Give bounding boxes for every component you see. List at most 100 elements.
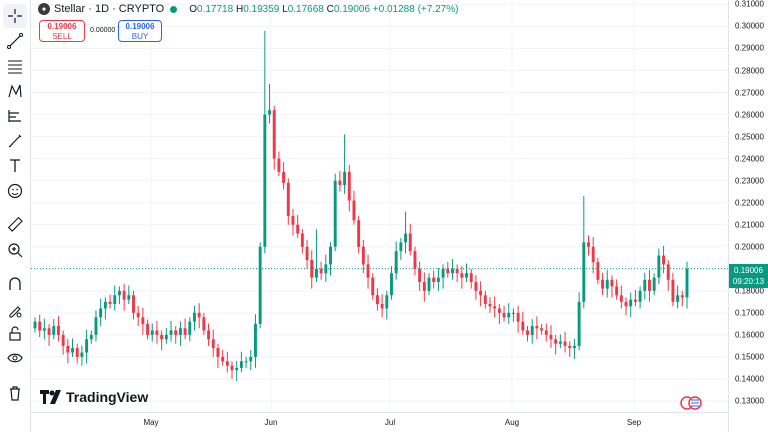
candle-body <box>244 361 248 363</box>
price-tick: 0.26000 <box>735 110 764 120</box>
candle-body <box>615 286 619 296</box>
fib-retracement-icon[interactable] <box>3 54 27 78</box>
candle-body <box>465 273 468 278</box>
price-tick: 0.23000 <box>735 176 764 186</box>
price-tick: 0.30000 <box>735 21 764 31</box>
candle-body <box>66 345 70 353</box>
candle-body <box>169 330 173 335</box>
candle-body <box>38 321 42 331</box>
candle-body <box>554 339 558 344</box>
price-tick: 0.28000 <box>735 66 764 75</box>
candle-body <box>343 171 347 186</box>
price-tick: 0.13000 <box>735 396 764 406</box>
price-tick: 0.14000 <box>735 374 764 384</box>
candle-body <box>122 290 126 300</box>
candle-body <box>610 279 614 287</box>
candle-body <box>216 348 220 357</box>
candle-body <box>502 312 506 318</box>
candle-body <box>296 224 300 234</box>
candle-body <box>652 277 656 291</box>
candle-body <box>132 295 135 313</box>
candle-body <box>497 308 501 313</box>
candle-body <box>446 268 450 274</box>
candle-body <box>418 268 422 283</box>
price-tick: 0.21000 <box>735 220 764 230</box>
candle-body <box>643 279 647 291</box>
candle-body <box>544 330 548 335</box>
candle-body <box>239 361 243 368</box>
candle-body <box>582 242 586 302</box>
candle-body <box>558 341 562 344</box>
candle-body <box>657 255 661 278</box>
candle-body <box>47 328 51 335</box>
candle-body <box>455 268 459 274</box>
trash-icon[interactable] <box>3 381 27 405</box>
candle-body <box>516 312 520 322</box>
price-tick: 0.15000 <box>735 352 764 362</box>
candle-body <box>385 295 389 309</box>
pattern-icon[interactable] <box>3 79 27 103</box>
candle-body <box>146 323 150 335</box>
candle-body <box>305 246 309 260</box>
candle-body <box>211 339 215 349</box>
candle-body <box>488 304 492 307</box>
lock-icon[interactable] <box>3 322 27 346</box>
candle-body <box>572 345 576 349</box>
candle-body <box>193 312 196 322</box>
candle-body <box>685 268 689 298</box>
candle-body <box>75 348 79 357</box>
prediction-icon[interactable] <box>3 104 27 128</box>
candle-body <box>136 312 140 318</box>
candle-body <box>666 264 670 280</box>
price-tick: 0.22000 <box>735 198 764 208</box>
tradingview-logo[interactable]: TradingView <box>40 389 148 405</box>
candle-body <box>197 312 201 318</box>
candle-body <box>352 200 356 221</box>
sell-button[interactable]: 0.19006 SELL <box>39 20 85 42</box>
candle-body <box>507 312 511 318</box>
candle-body <box>225 361 229 366</box>
candle-body <box>390 273 393 296</box>
buy-button[interactable]: 0.19006 BUY <box>118 20 162 42</box>
candle-body <box>160 334 164 340</box>
candle-body <box>460 273 464 278</box>
candle-body <box>535 326 539 329</box>
candle-body <box>371 277 375 296</box>
trend-line-icon[interactable] <box>3 29 27 53</box>
magnet-icon[interactable] <box>3 272 27 296</box>
candle-body <box>601 279 605 289</box>
eye-icon[interactable] <box>3 346 27 370</box>
candle-body <box>549 334 553 340</box>
candle-body <box>436 277 440 283</box>
ruler-icon[interactable] <box>3 212 27 236</box>
candle-body <box>282 171 286 183</box>
candle-body <box>202 317 206 331</box>
brush-icon[interactable] <box>3 129 27 153</box>
lock-drawing-icon[interactable] <box>3 298 27 322</box>
symbol-title[interactable]: Stellar · 1D · CRYPTO <box>54 3 165 15</box>
tradingview-logo-icon <box>40 390 61 404</box>
candle-body <box>286 182 290 216</box>
candle-body <box>164 334 168 340</box>
flag-icon[interactable] <box>680 396 702 410</box>
zoom-in-icon[interactable] <box>3 238 27 262</box>
time-axis[interactable]: May Jun Jul Aug Sep <box>31 412 728 433</box>
candle-body <box>479 290 483 296</box>
price-axis[interactable]: 0.31000 0.30000 0.29000 0.28000 0.27000 0.260… <box>728 0 768 432</box>
emoji-icon[interactable] <box>3 179 27 203</box>
price-tick: 0.31000 <box>735 0 764 9</box>
candle-body <box>404 233 408 243</box>
candle-body <box>648 279 651 291</box>
candle-body <box>662 255 666 265</box>
text-icon[interactable] <box>3 154 27 178</box>
candle-body <box>483 295 487 305</box>
candle-body <box>268 110 271 115</box>
candle-body <box>249 356 253 362</box>
candle-body <box>380 304 384 309</box>
candlestick-chart[interactable] <box>31 0 728 412</box>
time-tick: Aug <box>504 418 520 427</box>
crosshair-icon[interactable] <box>3 4 27 28</box>
candle-body <box>408 233 412 252</box>
candle-body <box>56 326 60 335</box>
candle-body <box>357 220 361 247</box>
